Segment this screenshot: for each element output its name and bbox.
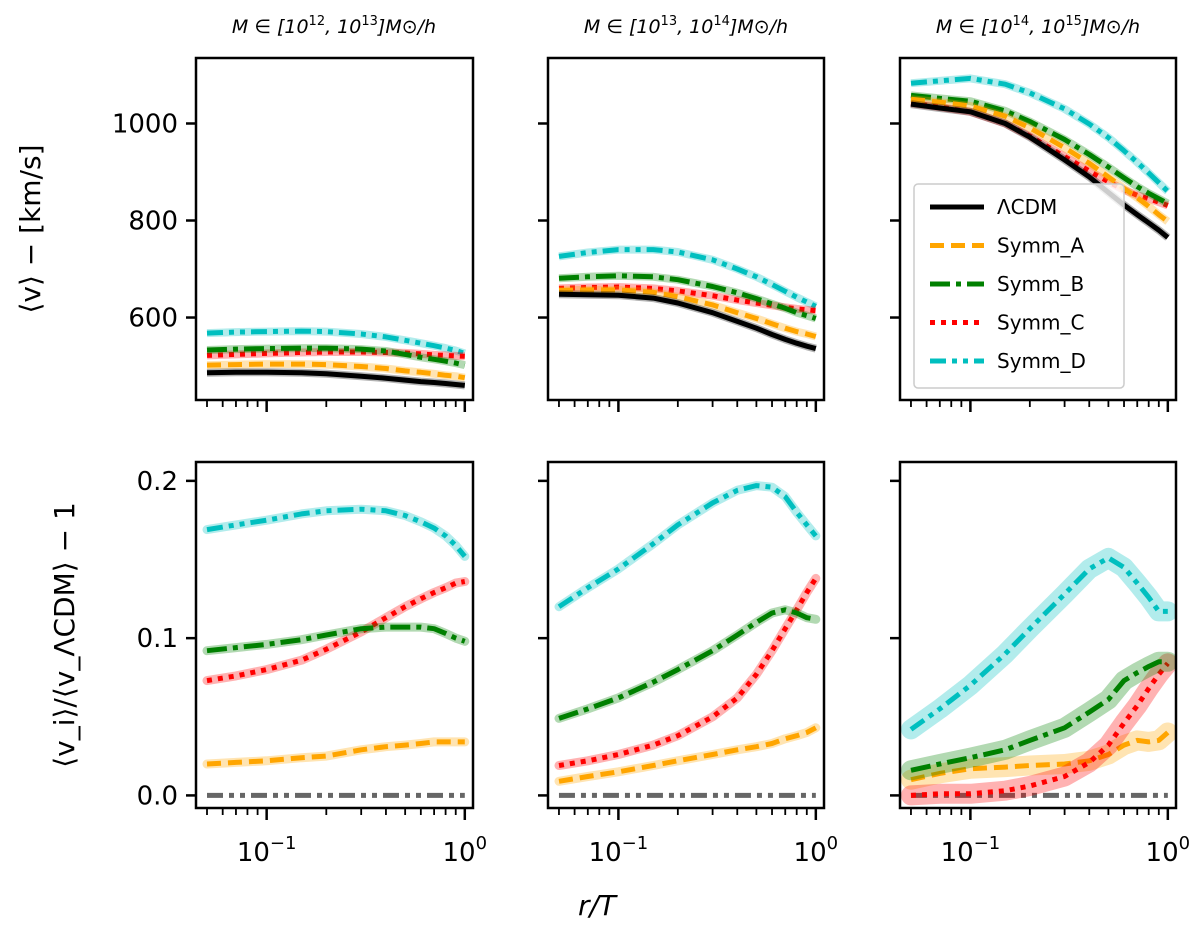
y-tick-label: 0.1 <box>137 624 178 654</box>
panel-title-2: M ∈ [1013, 1014]M⊙/h <box>584 14 788 38</box>
series-line-Symm_D <box>909 555 1168 732</box>
series-line-Symm_A <box>558 725 817 784</box>
x-tick-label: 100 <box>1146 833 1191 868</box>
series-line-Symm_D <box>206 328 466 356</box>
y-tick-label: 800 <box>128 207 178 237</box>
legend: ΛCDM Symm_A Symm_B Symm_C Symm_D <box>913 183 1125 389</box>
x-tick-label: 100 <box>794 833 839 868</box>
series-line-Symm_A <box>206 739 465 767</box>
series-underlay-Symm_B <box>558 271 818 323</box>
panel-2-top-plot <box>558 245 818 353</box>
panel-2-bottom-plot <box>554 481 821 798</box>
frame-layer: 10−1 100 600 800 1000 0.0 0.1 0.2 10−1 100 10−1 100 <box>112 56 1191 868</box>
plot-layer <box>202 74 1176 806</box>
panel-2-bottom-frame <box>546 460 826 810</box>
series-line-Symm_B <box>910 92 1169 206</box>
series-line-Symm_C <box>558 284 817 314</box>
series-line-Symm_D <box>557 483 818 609</box>
legend-box <box>913 183 1125 389</box>
series-line-Symm_C <box>910 661 1170 798</box>
panel-3-bottom-frame <box>898 460 1178 810</box>
panel-3-top-frame <box>898 56 1178 402</box>
series-line-Symm_B <box>206 624 466 654</box>
series-line-Symm_A <box>558 287 817 339</box>
panel-title-3: M ∈ [1014, 1015]M⊙/h <box>936 14 1140 38</box>
series-line-Symm_A <box>206 361 466 381</box>
series-line-Symm_C <box>558 577 818 768</box>
y-tick-label: 1000 <box>112 109 178 139</box>
series-band-Symm_D <box>202 504 470 561</box>
series-line-Symm_A <box>910 730 1170 783</box>
legend-label-Symm_A: Symm_A <box>997 234 1084 258</box>
series-line-Symm_C <box>206 579 466 684</box>
x-tick-label: 10−1 <box>589 833 649 868</box>
y-tick-label: 0.0 <box>137 781 178 811</box>
x-tick-label: 100 <box>443 833 488 868</box>
legend-label-Symm_D: Symm_D <box>997 349 1086 373</box>
series-line-Symm_B <box>206 345 466 368</box>
x-axis-label: r/T <box>578 889 618 922</box>
panel-3-top-plot <box>910 74 1171 241</box>
x-tick-label: 10−1 <box>237 833 297 868</box>
panel-3-bottom-plot <box>901 547 1176 806</box>
legend-label-Symm_C: Symm_C <box>997 311 1084 335</box>
y-axis-label-bottom: ⟨v_i⟩/⟨v_ΛCDM⟩ − 1 <box>48 502 81 768</box>
series-line-Symm_B <box>558 607 817 721</box>
panel-1-bottom-plot <box>202 504 470 798</box>
panel-2-top-frame <box>546 56 826 402</box>
series-line-Symm_D <box>206 506 467 558</box>
panel-1-top-frame <box>194 56 475 402</box>
series-band-Symm_D <box>554 481 821 612</box>
y-tick-label: 0.2 <box>137 467 178 497</box>
y-axis-label-top: ⟨v⟩ − [km/s] <box>14 144 47 313</box>
series-line-ΛCDM <box>910 101 1170 240</box>
series-line-ΛCDM <box>206 369 466 388</box>
y-tick-label: 600 <box>128 304 178 334</box>
series-line-Symm_D <box>558 247 817 309</box>
series-line-Symm_A <box>910 96 1170 224</box>
panel-1-top-plot <box>206 327 467 390</box>
panel-title-1: M ∈ [1012, 1013]M⊙/h <box>232 14 436 38</box>
series-line-Symm_C <box>206 349 465 359</box>
series-line-ΛCDM <box>558 291 817 352</box>
legend-label-ΛCDM: ΛCDM <box>997 195 1057 219</box>
legend-label-Symm_B: Symm_B <box>997 272 1084 296</box>
series-line-Symm_B <box>910 659 1168 773</box>
series-line-Symm_D <box>910 75 1170 194</box>
x-tick-label: 10−1 <box>941 833 1001 868</box>
panel-1-bottom-frame <box>194 460 475 810</box>
